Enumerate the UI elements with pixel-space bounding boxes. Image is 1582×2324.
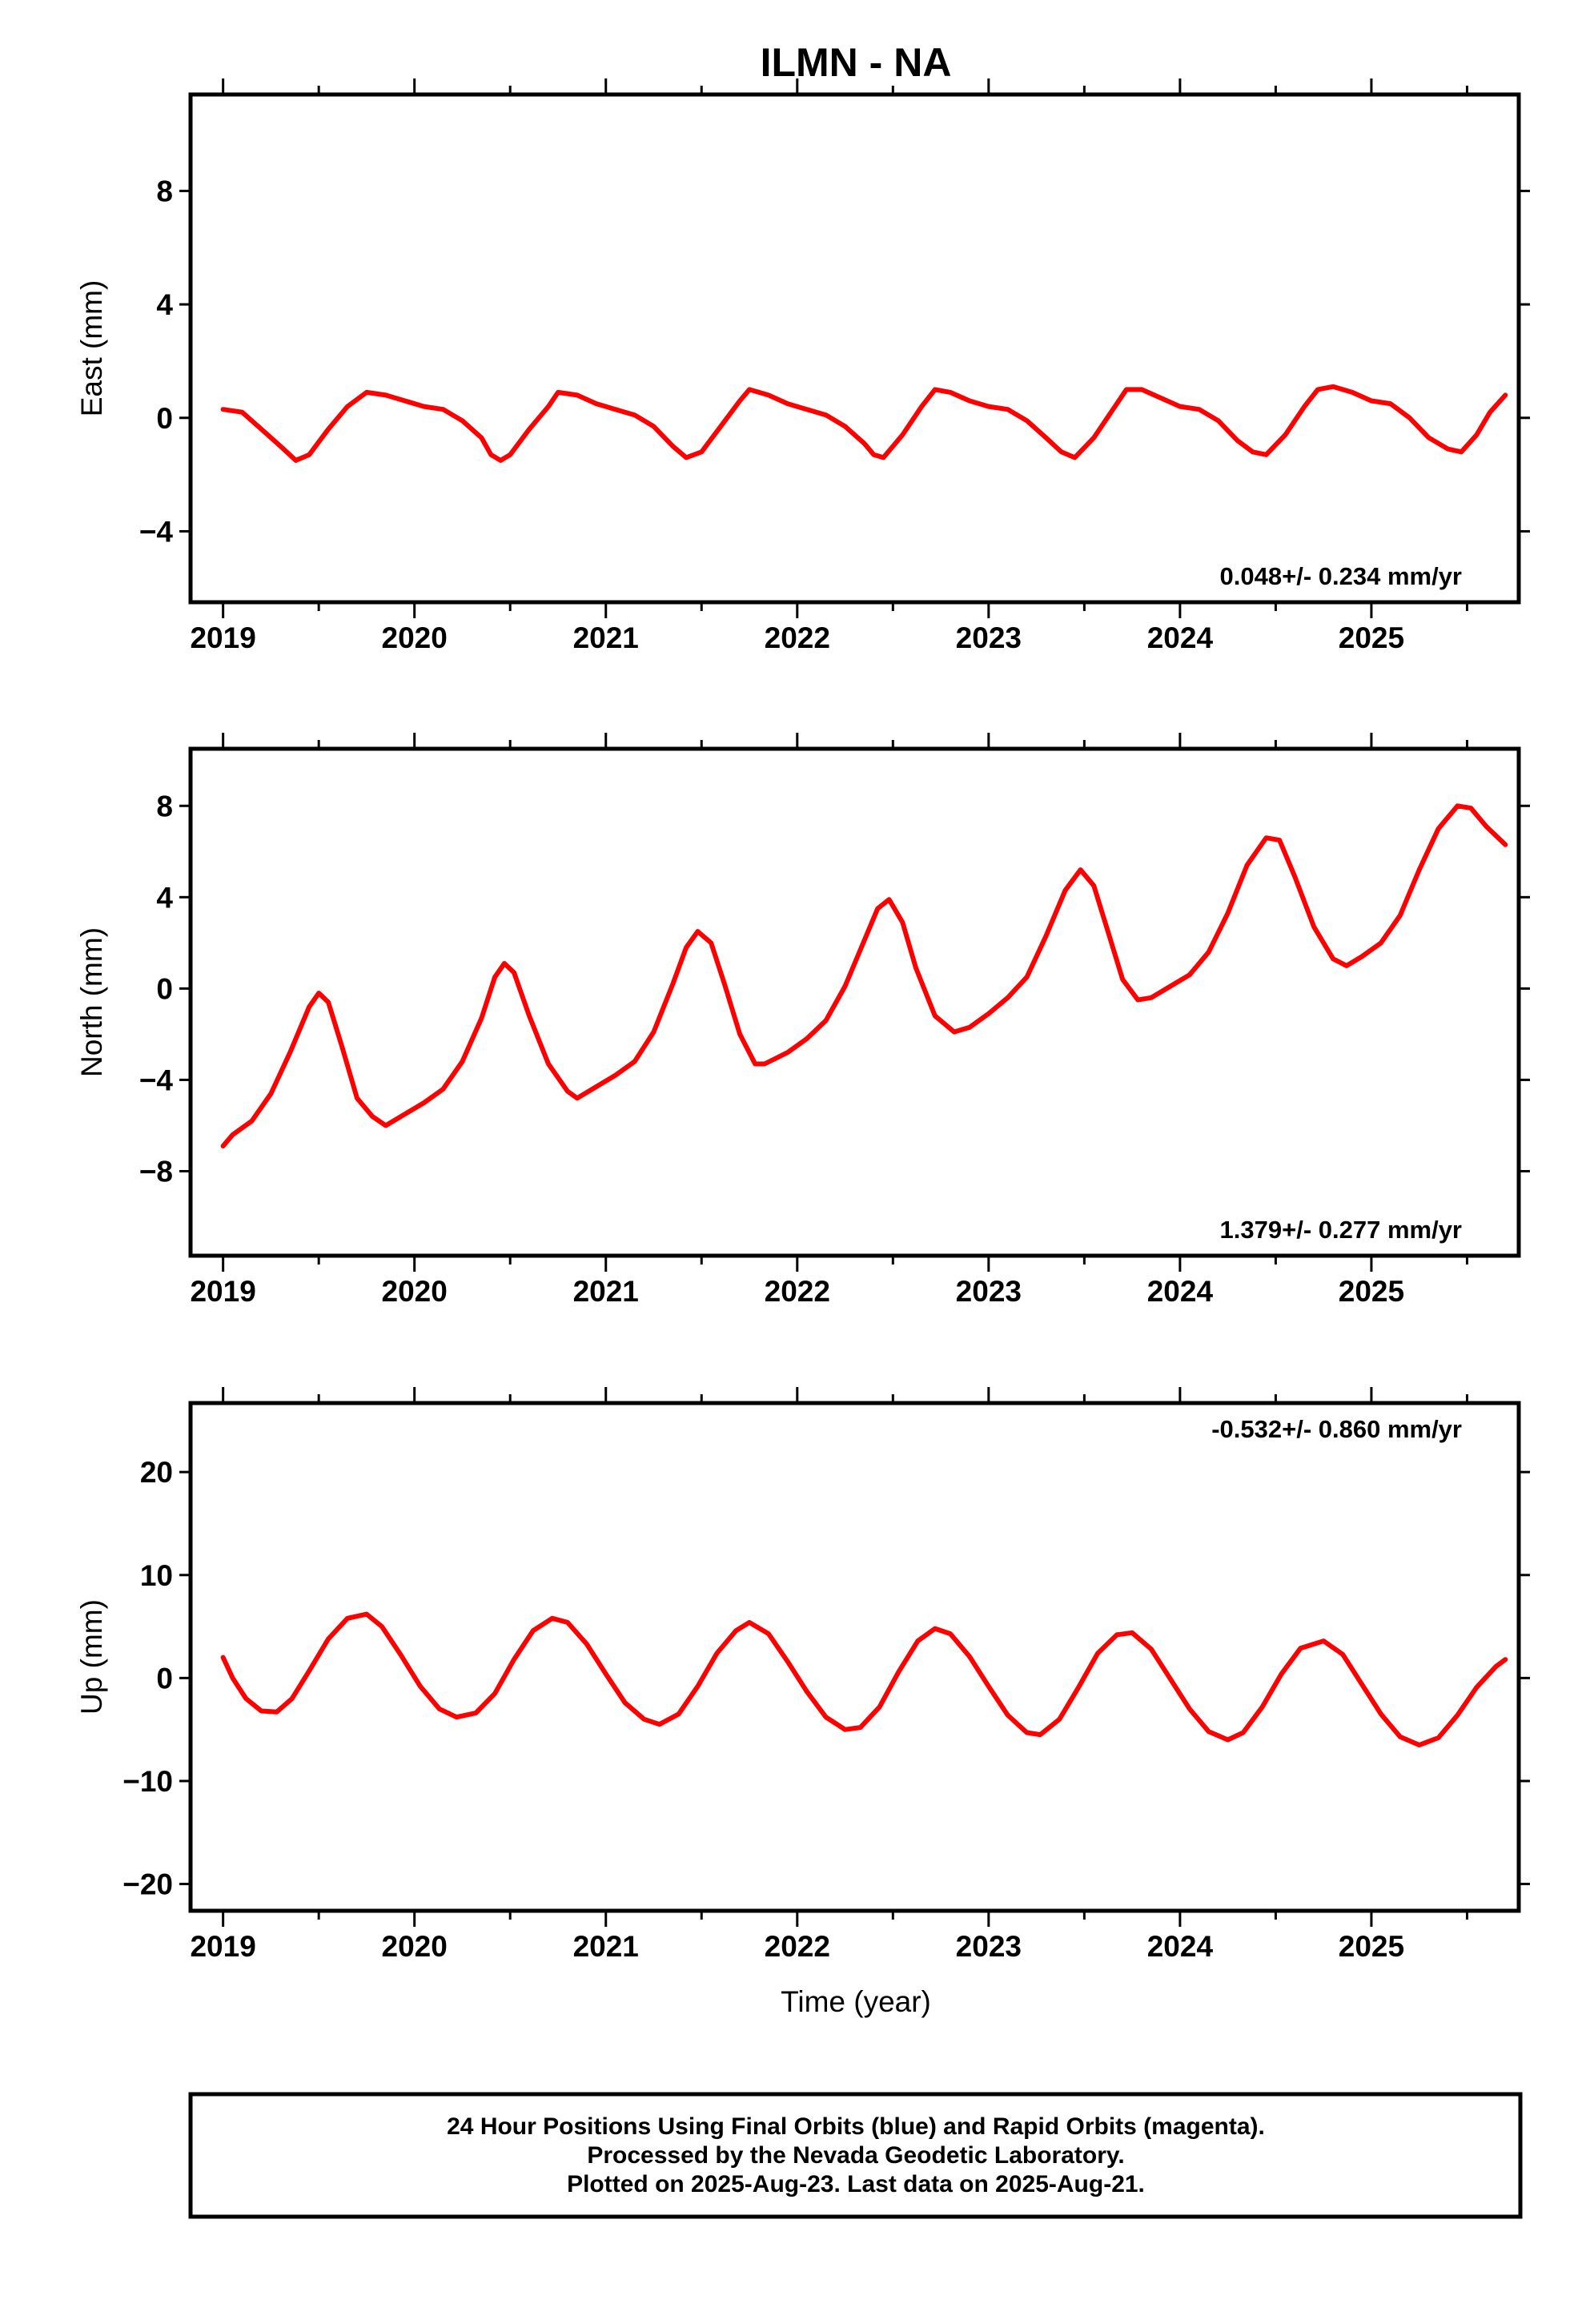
up-xtick-label: 2020 bbox=[382, 1930, 448, 1963]
east-plot-area bbox=[191, 94, 1519, 602]
north-plot-area bbox=[191, 749, 1519, 1256]
north-y-axis-label: North (mm) bbox=[75, 927, 108, 1077]
east-rate-annotation: 0.048+/- 0.234 mm/yr bbox=[1220, 562, 1462, 590]
up-ytick-label: 10 bbox=[140, 1559, 173, 1592]
north-frame bbox=[188, 746, 1521, 1258]
east-xtick-label: 2023 bbox=[956, 621, 1022, 654]
east-xtick-label: 2021 bbox=[573, 621, 639, 654]
up-fit-line bbox=[220, 1611, 1508, 1747]
east-xtick-label: 2019 bbox=[190, 621, 255, 654]
north-xtick-label: 2020 bbox=[382, 1275, 448, 1308]
north-ytick-label: −8 bbox=[139, 1156, 173, 1188]
east-xtick-label: 2020 bbox=[382, 621, 448, 654]
up-y-axis-label: Up (mm) bbox=[75, 1599, 108, 1715]
up-xtick-label: 2025 bbox=[1339, 1930, 1404, 1963]
east-y-axis-label: East (mm) bbox=[75, 280, 108, 417]
north-rate-annotation: 1.379+/- 0.277 mm/yr bbox=[1220, 1216, 1462, 1244]
chart-title: ILMN - NA bbox=[761, 40, 952, 85]
north-fit-line bbox=[220, 803, 1508, 1149]
north-xtick-label: 2022 bbox=[765, 1275, 830, 1308]
north-ytick-label: −4 bbox=[139, 1063, 174, 1096]
north-ytick-label: 0 bbox=[156, 972, 173, 1005]
north-xtick-label: 2021 bbox=[573, 1275, 639, 1308]
east-ytick-label: 4 bbox=[156, 288, 173, 321]
up-ytick-label: −20 bbox=[122, 1868, 173, 1901]
up-frame bbox=[188, 1401, 1521, 1913]
footer-box bbox=[188, 2092, 1523, 2219]
east-xtick-label: 2022 bbox=[765, 621, 830, 654]
east-ytick-label: 0 bbox=[156, 402, 173, 435]
north-xtick-label: 2023 bbox=[956, 1275, 1022, 1308]
footer-line-2: Processed by the Nevada Geodetic Laborat… bbox=[587, 2142, 1124, 2169]
up-ytick-label: 0 bbox=[156, 1662, 173, 1695]
up-rate-annotation: -0.532+/- 0.860 mm/yr bbox=[1211, 1415, 1462, 1443]
east-fit-line bbox=[220, 384, 1508, 463]
east-ytick-label: −4 bbox=[139, 515, 174, 548]
up-plot-area bbox=[191, 1403, 1519, 1911]
east-frame bbox=[188, 92, 1521, 605]
up-panel: −20 −10 0 10 20 2019 2020 2021 2022 2023 2024 2025 U… bbox=[75, 1387, 1530, 1963]
x-axis-label: Time (year) bbox=[781, 1985, 931, 2018]
up-xtick-label: 2021 bbox=[573, 1930, 639, 1963]
east-ytick-label: 8 bbox=[156, 175, 173, 207]
up-ytick-label: −10 bbox=[122, 1765, 173, 1798]
up-xtick-label: 2024 bbox=[1147, 1930, 1214, 1963]
north-ytick-label: 4 bbox=[156, 881, 173, 914]
up-xtick-label: 2023 bbox=[956, 1930, 1022, 1963]
footer-line-3: Plotted on 2025-Aug-23. Last data on 202… bbox=[567, 2171, 1145, 2197]
north-ytick-label: 8 bbox=[156, 790, 173, 822]
footer-line-1: 24 Hour Positions Using Final Orbits (bl… bbox=[447, 2113, 1265, 2140]
north-xtick-label: 2019 bbox=[190, 1275, 255, 1308]
up-xtick-label: 2019 bbox=[190, 1930, 255, 1963]
east-xtick-label: 2025 bbox=[1339, 621, 1404, 654]
east-panel: −4 0 4 8 2019 2020 2021 2022 2023 2024 2025 East (m… bbox=[75, 78, 1530, 654]
north-panel: −8 −4 0 4 8 2019 2020 2021 2022 2023 2024 2025 North… bbox=[75, 733, 1530, 1308]
east-xtick-label: 2024 bbox=[1147, 621, 1214, 654]
north-xtick-label: 2025 bbox=[1339, 1275, 1404, 1308]
north-xtick-label: 2024 bbox=[1147, 1275, 1214, 1308]
up-ytick-label: 20 bbox=[140, 1456, 173, 1489]
up-xtick-label: 2022 bbox=[765, 1930, 830, 1963]
